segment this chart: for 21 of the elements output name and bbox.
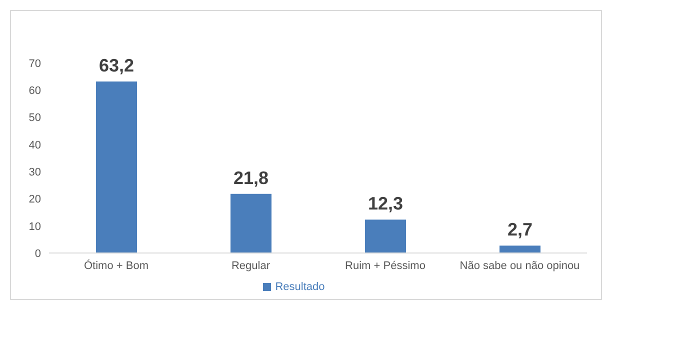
y-tick-label: 60 [28,85,41,98]
x-tick-label: Ótimo + Bom [84,258,148,272]
y-tick-label: 40 [28,139,41,152]
bar [500,246,540,253]
data-label: 21,8 [233,168,269,188]
legend-label: Resultado [275,281,325,293]
bar [96,81,137,253]
data-label: 12,3 [368,194,404,214]
y-tick-label: 0 [34,248,41,260]
y-tick-label: 10 [28,220,41,233]
bar [230,194,272,253]
data-label: 63,2 [98,55,134,76]
y-tick-label: 20 [28,194,41,206]
y-tick-label: 30 [28,166,41,178]
data-label: 2,7 [507,220,533,240]
x-tick-label: Regular [231,260,270,272]
bar [365,220,406,253]
y-tick-label: 50 [28,112,41,124]
x-tick-label: Ruim + Péssimo [345,260,426,272]
x-tick-label: Não sabe ou não opinou [460,260,580,272]
y-tick-label: 70 [28,58,41,70]
